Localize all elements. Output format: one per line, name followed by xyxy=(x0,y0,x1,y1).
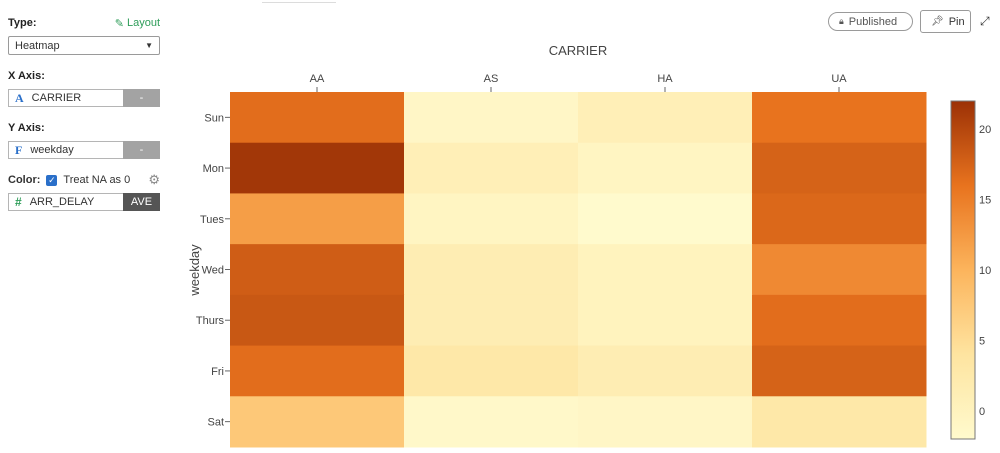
heatmap-cell-UA-Tues xyxy=(752,193,927,245)
y-tick-label: Sat xyxy=(207,417,224,429)
pin-button[interactable]: 📌︎ Pin xyxy=(920,10,971,33)
heatmap-cell-AS-Tues xyxy=(404,193,579,245)
heatmap-cell-UA-Wed xyxy=(752,244,927,296)
heatmap-cell-HA-Sun xyxy=(578,92,753,144)
color-field-box[interactable]: # ARR_DELAY xyxy=(8,193,123,211)
lock-icon: 🔒︎ xyxy=(839,16,844,26)
type-label: Type: xyxy=(8,17,37,29)
color-row: Color: ✓ Treat NA as 0 ⚙ xyxy=(8,171,160,189)
chart-type-value: Heatmap xyxy=(15,39,60,52)
published-button[interactable]: 🔒︎ Published xyxy=(828,12,913,31)
heatmap-cell-HA-Fri xyxy=(578,345,753,397)
colorbar-tick-label: 0 xyxy=(979,406,985,418)
heatmap-cell-HA-Mon xyxy=(578,142,753,194)
color-field[interactable]: # ARR_DELAY AVE xyxy=(8,193,160,211)
y-tick-label: Fri xyxy=(211,366,224,378)
x-axis-field-box[interactable]: A CARRIER xyxy=(8,89,123,107)
color-label: Color: xyxy=(8,174,41,186)
expand-icon[interactable]: ⤢ xyxy=(980,14,990,28)
y-tick-label: Thurs xyxy=(196,315,225,327)
heatmap-cell-AA-Wed xyxy=(230,244,405,296)
colorbar-tick-label: 5 xyxy=(979,335,985,347)
y-tick-label: Tues xyxy=(200,214,225,226)
heatmap-cell-UA-Fri xyxy=(752,345,927,397)
y-axis-remove-button[interactable]: - xyxy=(123,141,160,159)
y-tick-label: Wed xyxy=(202,265,224,277)
y-tick-label: Mon xyxy=(203,163,224,175)
heatmap-cell-AS-Sun xyxy=(404,92,579,144)
caret-down-icon: ▼ xyxy=(145,41,153,50)
x-axis-field[interactable]: A CARRIER - xyxy=(8,89,160,107)
numeric-type-icon: # xyxy=(15,195,22,209)
heatmap-cell-HA-Tues xyxy=(578,193,753,245)
heatmap-cell-UA-Mon xyxy=(752,142,927,194)
type-row: Type: ✎ Layout xyxy=(8,14,160,32)
heatmap-cell-AA-Sat xyxy=(230,396,405,448)
layout-link[interactable]: ✎ Layout xyxy=(115,17,160,30)
pin-label: Pin xyxy=(948,15,965,28)
heatmap-cell-UA-Sun xyxy=(752,92,927,144)
heatmap-cell-UA-Thurs xyxy=(752,294,927,347)
chart-type-select[interactable]: Heatmap ▼ xyxy=(8,36,160,55)
colorbar-tick-label: 15 xyxy=(979,195,991,207)
heatmap-cell-AS-Thurs xyxy=(404,294,579,347)
x-axis-field-name: CARRIER xyxy=(31,92,82,104)
x-tick-label: HA xyxy=(657,73,673,85)
heatmap-cell-HA-Sat xyxy=(578,396,753,448)
heatmap-cell-UA-Sat xyxy=(752,396,927,448)
treat-na-label: Treat NA as 0 xyxy=(63,174,131,186)
chart-config-panel: Type: ✎ Layout Heatmap ▼ X Axis: A CARRI… xyxy=(8,14,160,211)
heatmap-cell-AS-Fri xyxy=(404,345,579,397)
colorbar-tick-label: 20 xyxy=(979,124,991,136)
color-field-name: ARR_DELAY xyxy=(29,196,95,208)
x-tick-label: UA xyxy=(831,73,847,85)
heatmap-cell-AS-Mon xyxy=(404,142,579,194)
heatmap-cell-AA-Mon xyxy=(230,142,405,194)
aggregation-button[interactable]: AVE xyxy=(123,193,160,211)
string-type-icon: A xyxy=(15,90,24,105)
x-axis-remove-button[interactable]: - xyxy=(123,89,160,107)
colorbar xyxy=(950,100,976,440)
top-tab-strip xyxy=(262,0,336,3)
x-axis-title: CARRIER xyxy=(549,43,608,58)
heatmap-cell-AS-Wed xyxy=(404,244,579,296)
heatmap-cell-AA-Thurs xyxy=(230,294,405,347)
x-tick-label: AA xyxy=(310,73,325,85)
y-axis-label: Y Axis: xyxy=(8,122,45,134)
heatmap-cell-HA-Thurs xyxy=(578,294,753,347)
treat-na-checkbox[interactable]: ✓ xyxy=(46,174,58,186)
heatmap-cell-HA-Wed xyxy=(578,244,753,296)
heatmap-cell-AA-Tues xyxy=(230,193,405,245)
pin-icon: 📌︎ xyxy=(931,16,944,27)
y-axis-title: weekday xyxy=(187,244,202,297)
x-tick-label: AS xyxy=(484,73,499,85)
colorbar-tick-label: 10 xyxy=(979,265,991,277)
y-tick-label: Sun xyxy=(204,112,224,124)
layout-link-label: Layout xyxy=(126,17,160,29)
heatmap-cell-AA-Sun xyxy=(230,92,405,144)
factor-type-icon: F xyxy=(15,142,23,157)
gear-icon[interactable]: ⚙ xyxy=(148,172,160,187)
y-axis-field-box[interactable]: F weekday xyxy=(8,141,123,159)
pencil-icon: ✎ xyxy=(114,17,124,30)
x-axis-label: X Axis: xyxy=(8,70,45,82)
published-label: Published xyxy=(848,15,898,28)
heatmap-cell-AS-Sat xyxy=(404,396,579,448)
y-axis-field[interactable]: F weekday - xyxy=(8,141,160,159)
heatmap-cell-AA-Fri xyxy=(230,345,405,397)
y-axis-field-name: weekday xyxy=(30,144,74,156)
